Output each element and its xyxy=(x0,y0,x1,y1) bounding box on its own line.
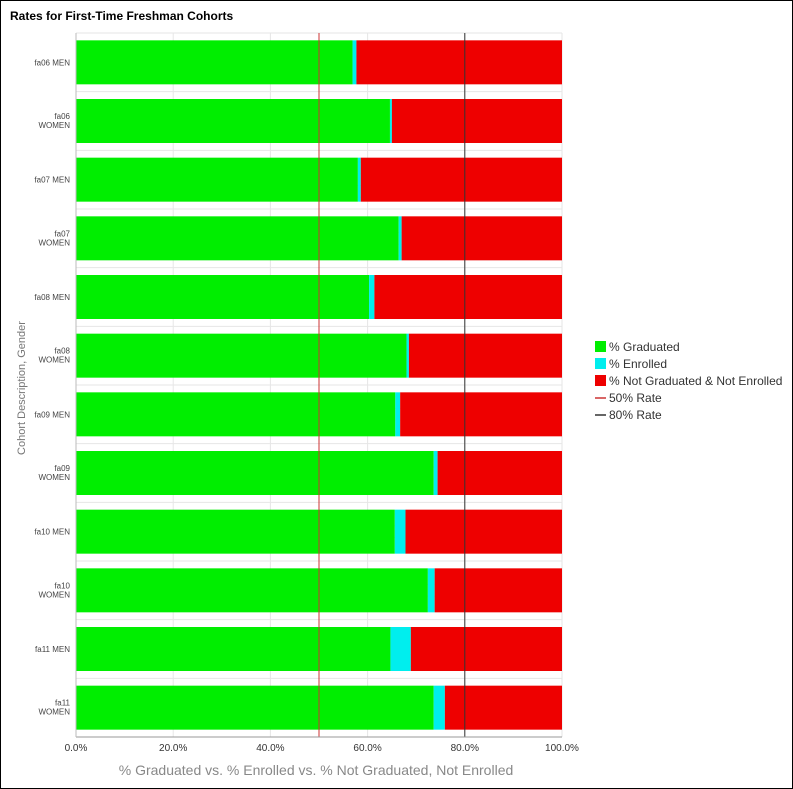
bar-0-0[interactable] xyxy=(76,40,353,85)
legend-ref-label-0[interactable]: 50% Rate xyxy=(609,391,662,405)
x-tick-label: 0.0% xyxy=(65,743,88,754)
bar-2-3[interactable] xyxy=(401,216,562,261)
bar-0-11[interactable] xyxy=(76,685,434,730)
legend: % Graduated % Enrolled % Not Graduated & N… xyxy=(595,340,782,422)
bar-1-6[interactable] xyxy=(395,392,401,437)
bar-0-3[interactable] xyxy=(76,216,399,261)
bar-2-0[interactable] xyxy=(356,40,562,85)
x-tick-label: 20.0% xyxy=(159,743,187,754)
bar-0-10[interactable] xyxy=(76,627,391,671)
bar-2-5[interactable] xyxy=(408,333,562,378)
axis-layer: fa06 MEN fa06 WOMEN fa07 MEN fa07 WOMEN fa08 M… xyxy=(16,33,579,778)
bar-2-1[interactable] xyxy=(391,99,562,143)
legend-label-0[interactable]: % Graduated xyxy=(609,340,680,354)
x-tick-label: 100.0% xyxy=(545,743,579,754)
bar-2-11[interactable] xyxy=(444,685,562,730)
bar-2-2[interactable] xyxy=(360,157,562,202)
bar-1-7[interactable] xyxy=(433,451,438,495)
bar-1-10[interactable] xyxy=(390,627,411,671)
bar-1-5[interactable] xyxy=(406,333,409,378)
reference-lines-layer xyxy=(318,33,466,737)
category-label: fa06 MEN xyxy=(34,58,70,67)
bar-1-11[interactable] xyxy=(433,685,445,730)
bar-1-2[interactable] xyxy=(357,157,361,202)
legend-label-1[interactable]: % Enrolled xyxy=(609,357,667,371)
bar-0-8[interactable] xyxy=(76,509,395,554)
bar-2-9[interactable] xyxy=(434,568,562,613)
bar-0-9[interactable] xyxy=(76,568,428,613)
bar-0-7[interactable] xyxy=(76,451,434,495)
category-label: fa08 WOMEN xyxy=(38,347,70,365)
category-label: fa10 WOMEN xyxy=(38,581,70,599)
bar-2-6[interactable] xyxy=(400,392,562,437)
category-label: fa07 MEN xyxy=(34,176,70,185)
bar-2-10[interactable] xyxy=(410,627,562,671)
bar-0-2[interactable] xyxy=(76,157,358,202)
bar-2-4[interactable] xyxy=(374,275,562,319)
bar-1-4[interactable] xyxy=(369,275,375,319)
x-tick-label: 40.0% xyxy=(256,743,284,754)
chart-title: Rates for First-Time Freshman Cohorts xyxy=(10,9,234,23)
x-axis-title: % Graduated vs. % Enrolled vs. % Not Gra… xyxy=(119,762,514,778)
bar-1-9[interactable] xyxy=(427,568,435,613)
category-label: fa09 MEN xyxy=(34,410,70,419)
bar-1-8[interactable] xyxy=(394,509,406,554)
category-label: fa09 WOMEN xyxy=(38,464,70,482)
category-label: fa11 WOMEN xyxy=(38,699,70,717)
bar-2-7[interactable] xyxy=(437,451,562,495)
bars-layer xyxy=(76,40,562,730)
x-tick-label: 80.0% xyxy=(451,743,479,754)
x-tick-label: 60.0% xyxy=(353,743,381,754)
bar-1-0[interactable] xyxy=(352,40,357,85)
bar-0-4[interactable] xyxy=(76,275,370,319)
bar-0-1[interactable] xyxy=(76,99,390,143)
bar-0-5[interactable] xyxy=(76,333,407,378)
bar-1-1[interactable] xyxy=(389,99,392,143)
category-label: fa10 MEN xyxy=(34,528,70,537)
legend-swatch-2 xyxy=(595,375,606,386)
bar-1-3[interactable] xyxy=(398,216,402,261)
bar-2-8[interactable] xyxy=(405,509,562,554)
bar-0-6[interactable] xyxy=(76,392,396,437)
legend-label-2[interactable]: % Not Graduated & Not Enrolled xyxy=(609,374,782,388)
legend-swatch-0 xyxy=(595,341,606,352)
category-label: fa08 MEN xyxy=(34,293,70,302)
y-axis-title: Cohort Description, Gender xyxy=(16,321,28,455)
legend-ref-label-1[interactable]: 80% Rate xyxy=(609,408,662,422)
category-label: fa07 WOMEN xyxy=(38,229,70,247)
category-label: fa06 WOMEN xyxy=(38,112,70,130)
legend-swatch-1 xyxy=(595,358,606,369)
category-label: fa11 MEN xyxy=(35,645,70,654)
